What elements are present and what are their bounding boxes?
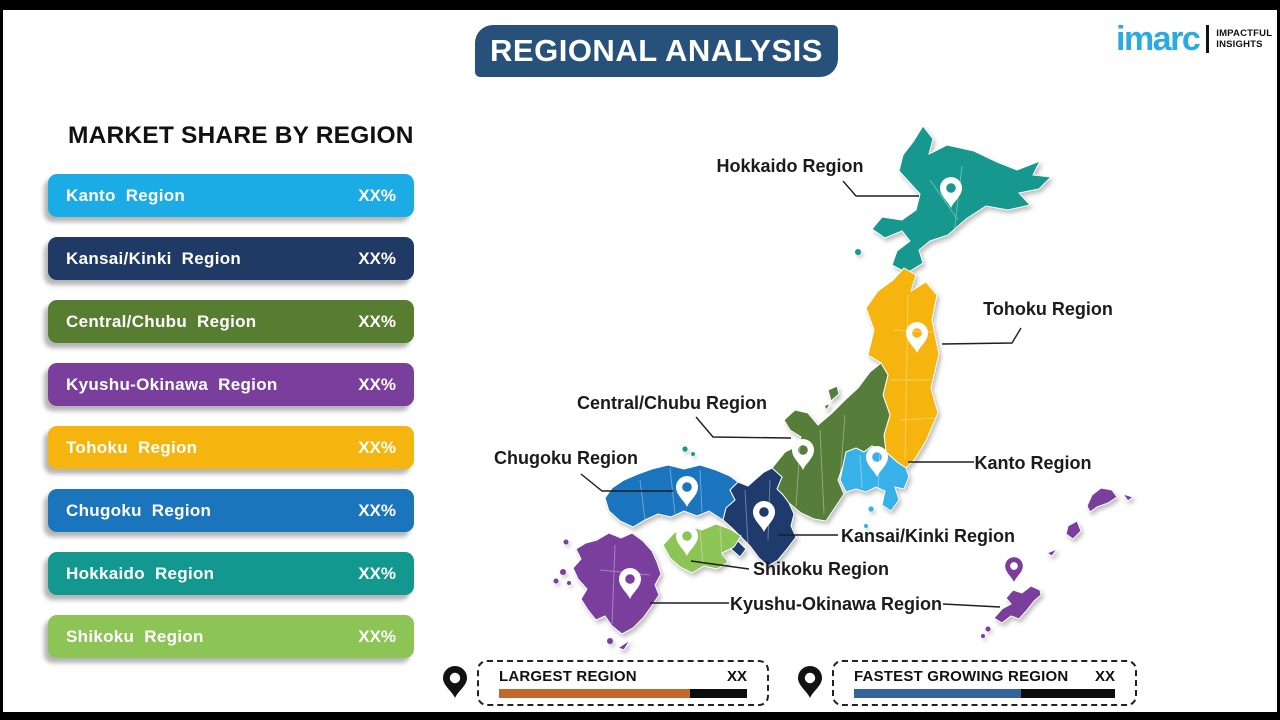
market-share-heading: MARKET SHARE BY REGION (68, 122, 414, 149)
legend-largest-box: LARGEST REGION XX (477, 660, 769, 706)
region-label: Chugoku Region (66, 500, 212, 520)
map-label-kanto: Kanto Region (975, 453, 1092, 473)
map-island-okinawa-main (993, 585, 1042, 624)
region-value: XX% (358, 248, 396, 268)
bottom-black-bar (0, 712, 1280, 720)
location-pin-icon (443, 666, 467, 698)
map-island-okushiri (855, 249, 861, 255)
leader-hokkaido (842, 180, 919, 197)
map-island-sado-south (823, 401, 831, 411)
legend-fastest-box: FASTEST GROWING REGION XX (832, 660, 1137, 706)
legend-fastest-value: XX (1094, 668, 1115, 685)
page-title-box: REGIONAL ANALYSIS (475, 25, 838, 77)
legend-fastest-label: FASTEST GROWING REGION (854, 668, 1069, 685)
legend-fastest-bar-fill (854, 689, 1022, 698)
map-region-shikoku (662, 523, 742, 574)
legend-fastest-bar (854, 689, 1115, 698)
map-island-oki (682, 446, 688, 452)
map-labels: Hokkaido Region Tohoku Region Kanto Regi… (494, 156, 1113, 614)
leader-chubu (695, 416, 792, 439)
region-label: Central/Chubu Region (66, 311, 257, 331)
left-border (0, 0, 3, 720)
region-label: Hokkaido Region (66, 563, 215, 583)
map-island-tsushima (563, 539, 569, 545)
region-value: XX% (358, 500, 396, 520)
region-value: XX% (358, 311, 396, 331)
top-black-bar (0, 0, 1280, 10)
market-share-list: Kanto Region XX% Kansai/Kinki Region XX%… (48, 174, 414, 678)
market-share-row-shikoku: Shikoku Region XX% (48, 615, 414, 658)
legend-largest-bar (499, 689, 747, 698)
map-island-goto-3 (567, 581, 571, 585)
map-label-chugoku: Chugoku Region (494, 448, 638, 468)
market-share-row-kansai: Kansai/Kinki Region XX% (48, 237, 414, 280)
map-island-izu-2 (864, 524, 868, 528)
leader-tohoku (941, 327, 1022, 345)
map-island-tanega (616, 639, 631, 651)
market-share-row-kyushu: Kyushu-Okinawa Region XX% (48, 363, 414, 406)
map-region-chubu (771, 362, 891, 522)
leader-chugoku (580, 473, 673, 492)
leader-shikoku (690, 560, 750, 570)
map-label-tohoku: Tohoku Region (983, 299, 1113, 319)
market-share-row-kanto: Kanto Region XX% (48, 174, 414, 217)
logo-divider (1206, 25, 1210, 53)
legend-fastest-growing-region: FASTEST GROWING REGION XX (796, 660, 1137, 706)
region-label: Kanto Region (66, 185, 186, 205)
legend-largest-region: LARGEST REGION XX (441, 660, 769, 706)
japan-map: Hokkaido Region Tohoku Region Kanto Regi… (494, 125, 1135, 651)
region-label: Tohoku Region (66, 437, 198, 457)
map-leader-lines (580, 180, 1022, 608)
map-island-sado (827, 385, 840, 402)
map-region-chugoku (604, 464, 739, 528)
market-share-row-chubu: Central/Chubu Region XX% (48, 300, 414, 343)
market-share-row-chugoku: Chugoku Region XX% (48, 489, 414, 532)
logo-tagline: IMPACTFUL INSIGHTS (1216, 27, 1273, 50)
region-value: XX% (358, 563, 396, 583)
map-island-oki-2 (691, 452, 695, 456)
legend-largest-label: LARGEST REGION (499, 668, 637, 685)
map-label-kyushu-okinawa: Kyushu-Okinawa Region (730, 594, 942, 614)
map-island-amami-dash (1121, 493, 1135, 502)
map-island-izu (868, 506, 874, 512)
pin-okinawa (1005, 557, 1023, 582)
region-label: Shikoku Region (66, 626, 204, 646)
map-island-yaku (607, 638, 613, 644)
region-value: XX% (358, 374, 396, 394)
map-region-kanto (839, 445, 910, 512)
right-border (1277, 0, 1280, 720)
map-label-kansai: Kansai/Kinki Region (841, 526, 1015, 546)
region-label: Kyushu-Okinawa Region (66, 374, 278, 394)
map-island-goto-1 (560, 569, 566, 575)
map-label-chubu: Central/Chubu Region (577, 393, 767, 413)
imarc-logo: imarc IMPACTFUL INSIGHTS (1116, 20, 1273, 58)
map-label-shikoku: Shikoku Region (753, 559, 889, 579)
region-value: XX% (358, 185, 396, 205)
region-value: XX% (358, 437, 396, 457)
map-region-kyushu (572, 532, 662, 635)
legend-largest-bar-fill (499, 689, 690, 698)
legend-largest-value: XX (726, 668, 747, 685)
page-title: REGIONAL ANALYSIS (490, 33, 823, 68)
leader-kyushu-right (942, 603, 1001, 608)
map-island-okinoerabu (1045, 547, 1059, 557)
market-share-row-tohoku: Tohoku Region XX% (48, 426, 414, 469)
map-island-kerama-1 (985, 626, 991, 632)
map-label-hokkaido: Hokkaido Region (716, 156, 863, 176)
map-island-tokuno (1065, 520, 1082, 540)
map-island-kerama-2 (981, 634, 985, 638)
region-value: XX% (358, 626, 396, 646)
map-region-hokkaido (871, 125, 1053, 274)
location-pin-icon (798, 666, 822, 698)
market-share-row-hokkaido: Hokkaido Region XX% (48, 552, 414, 595)
region-label: Kansai/Kinki Region (66, 248, 242, 268)
imarc-brand-text: imarc (1116, 20, 1201, 58)
map-island-amami (1086, 487, 1118, 513)
map-island-goto-2 (553, 578, 559, 584)
